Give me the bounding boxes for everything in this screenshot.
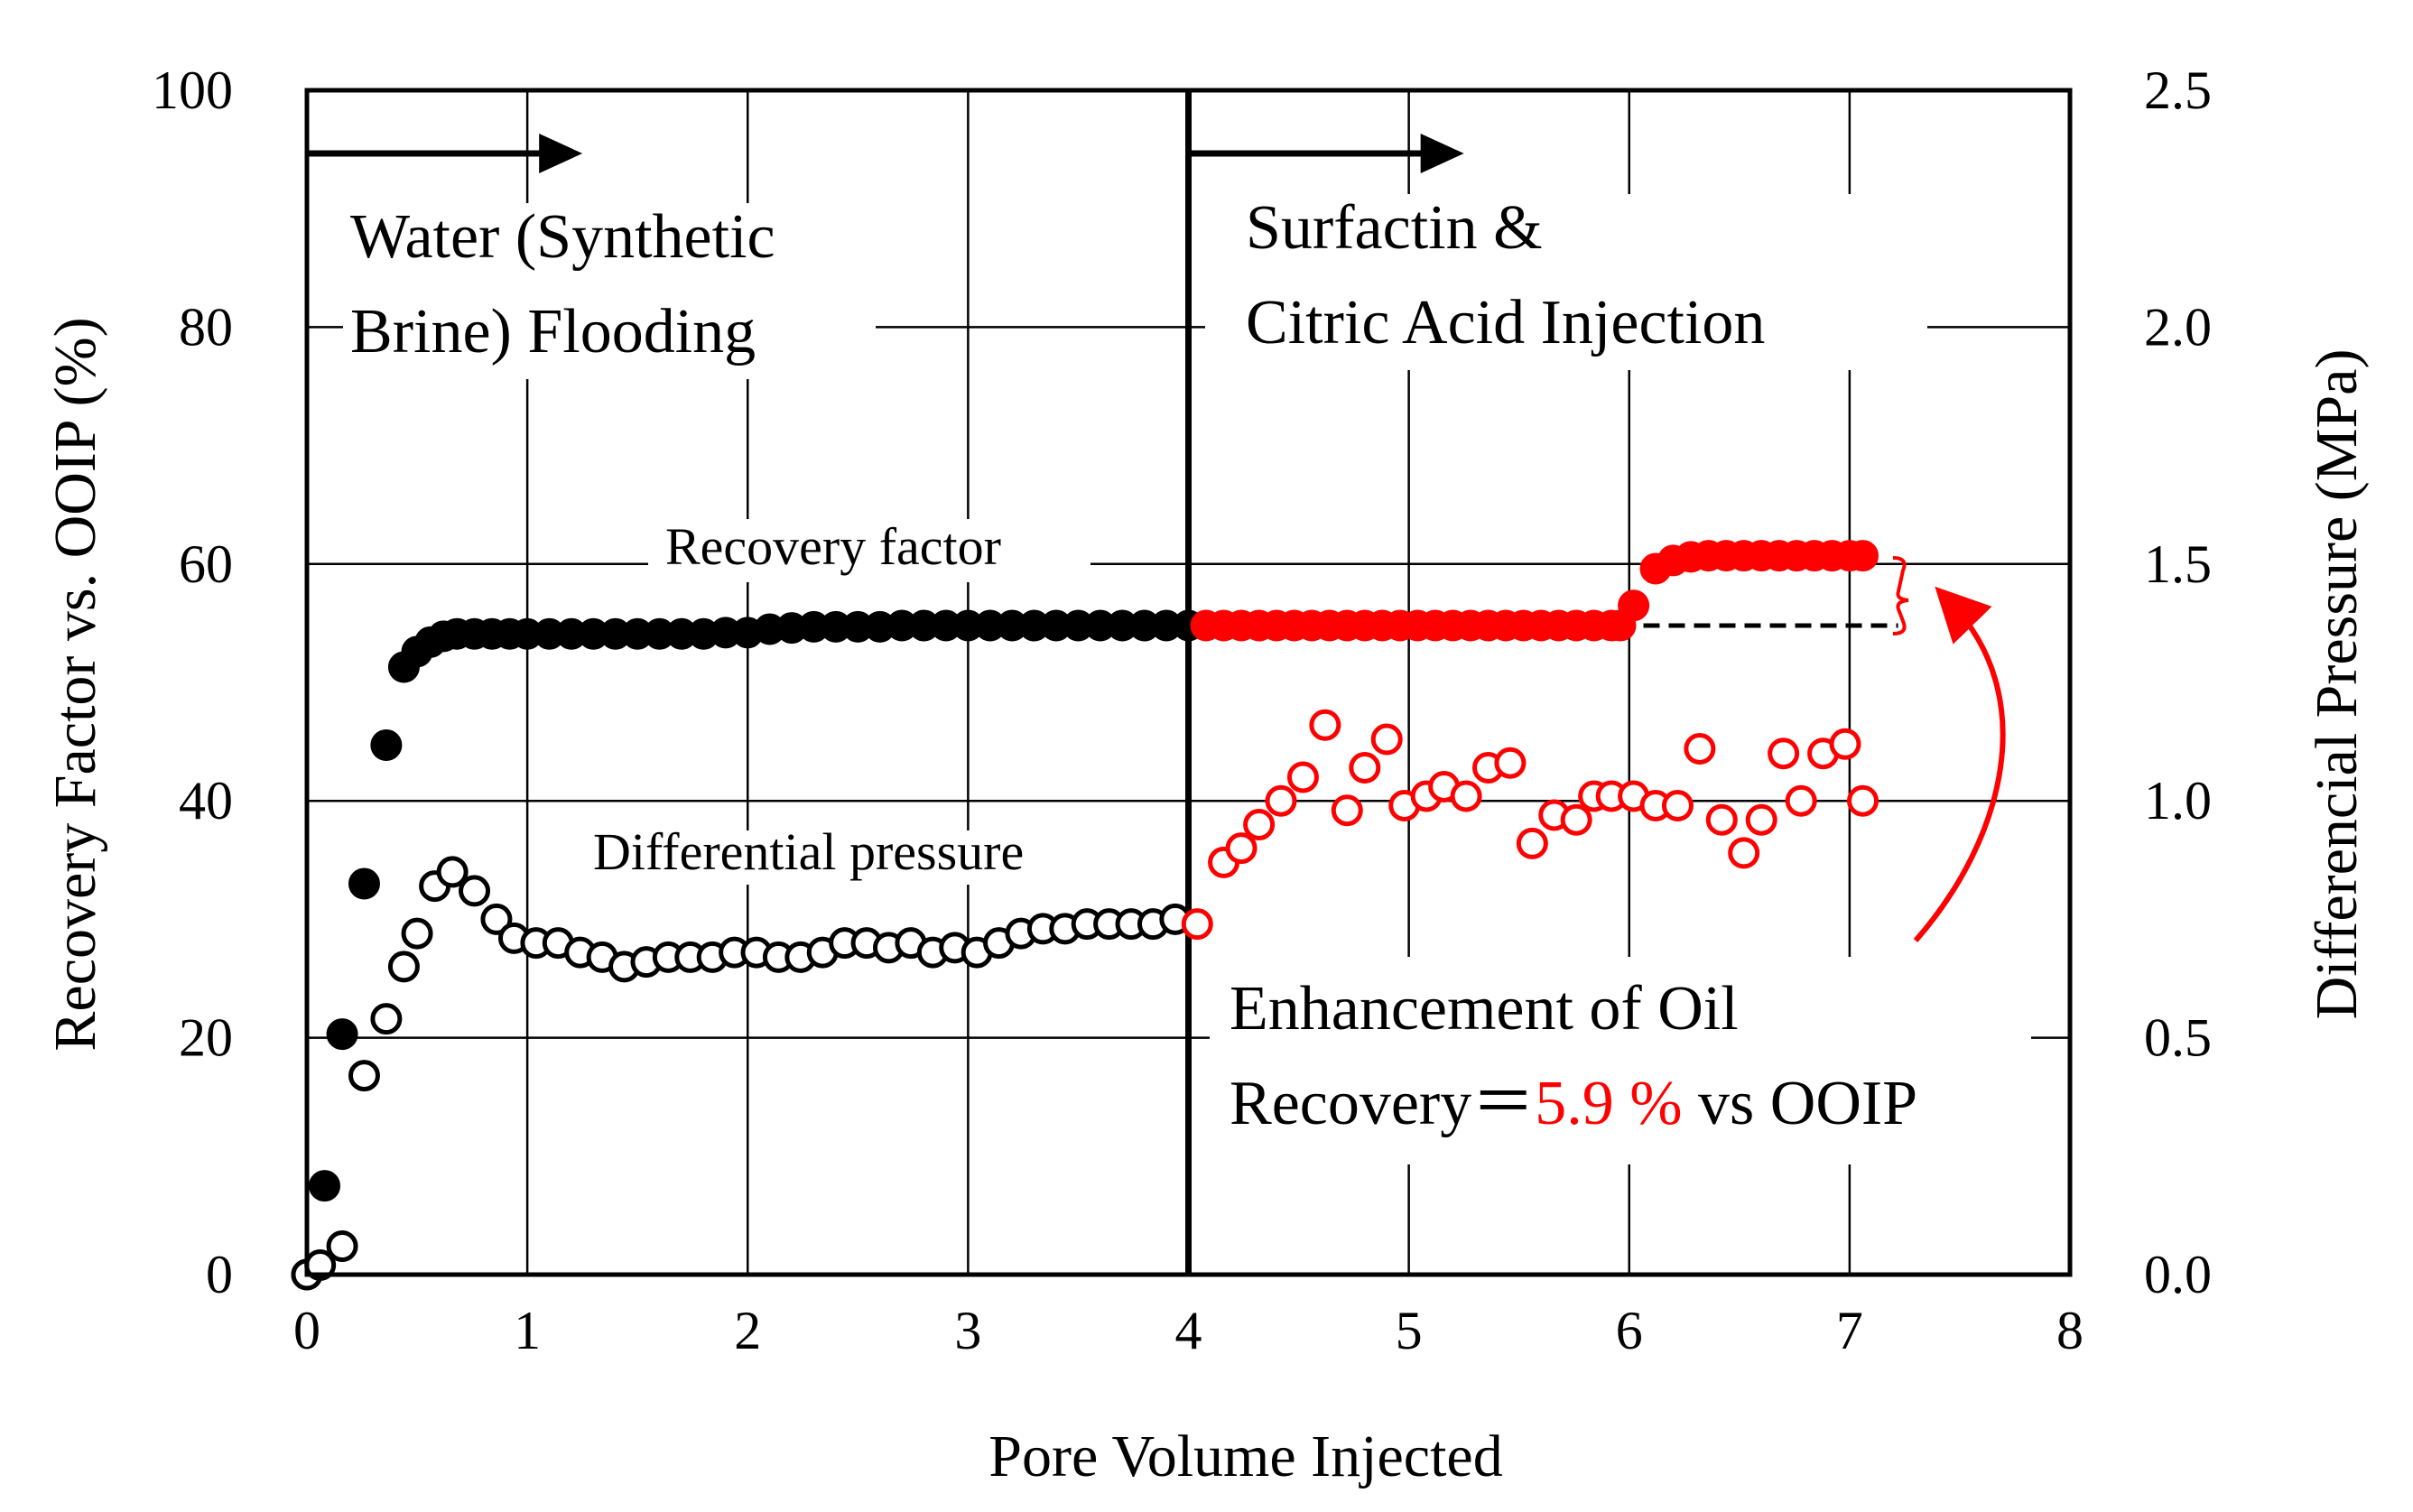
pressure-point — [348, 1060, 380, 1092]
x-tick-label: 8 — [2056, 1301, 2084, 1360]
y-tick-label: 80 — [179, 297, 233, 357]
pressure-point — [1661, 789, 1694, 821]
x-tick-label: 0 — [293, 1301, 320, 1360]
pressure-point — [1785, 784, 1817, 817]
y2-tick-label: 2.0 — [2144, 297, 2212, 357]
x-axis-title: Pore Volume Injected — [988, 1424, 1502, 1489]
pressure-point — [1494, 747, 1527, 779]
y-tick-label: 0 — [206, 1245, 233, 1304]
recovery-point — [348, 867, 380, 900]
pressure-point — [1745, 803, 1777, 836]
pressure-point — [1516, 827, 1548, 859]
pressure-point — [1286, 761, 1319, 793]
phase-arrows — [307, 134, 1464, 173]
pressure-point — [1684, 732, 1716, 765]
pressure-point — [370, 1003, 403, 1035]
pressure-point — [1768, 737, 1800, 770]
surfactin-phase-label-line1: Surfactin & — [1246, 193, 1543, 263]
y-tick-label: 20 — [179, 1008, 233, 1068]
y2-tick-label: 2.5 — [2144, 60, 2212, 120]
pressure-point — [459, 875, 491, 907]
recovery-point — [1847, 540, 1879, 572]
recovery-factor-label: Recovery factor — [665, 517, 1001, 576]
y2-axis-title: Differencial Pressure (MPa) — [2304, 349, 2370, 1020]
pressure-point — [1349, 751, 1381, 784]
enhancement-marks — [1892, 556, 2006, 942]
enhancement-value: 5.9 % — [1535, 1069, 1682, 1138]
y2-tick-label: 0.0 — [2144, 1245, 2212, 1304]
pressure-point — [387, 951, 420, 983]
y-tick-label: 60 — [179, 534, 233, 594]
y2-tick-label: 1.0 — [2144, 771, 2212, 830]
pressure-point — [326, 1230, 358, 1263]
x-tick-label: 6 — [1616, 1301, 1643, 1360]
pressure-point — [1370, 723, 1403, 756]
pressure-point — [1450, 780, 1482, 812]
enhancement-arrow — [1913, 586, 2006, 942]
pressure-point — [1225, 832, 1258, 865]
phase-arrow-head — [1420, 134, 1464, 173]
pressure-point — [480, 903, 513, 935]
y2-tick-label: 1.5 — [2144, 534, 2212, 594]
x-tick-label: 3 — [954, 1301, 981, 1360]
series-differential-pressure — [291, 709, 1879, 1291]
pressure-point — [1309, 709, 1341, 741]
enhancement-bracket — [1892, 556, 1909, 635]
series-recovery-factor — [291, 540, 1879, 1291]
pressure-point — [1829, 728, 1861, 760]
pressure-point — [1728, 837, 1760, 869]
enhancement-label-line2: Recovery＝5.9 % vs OOIP — [1230, 1069, 1917, 1138]
pressure-point — [1560, 803, 1592, 836]
water-phase-label-line1: Water (Synthetic — [350, 202, 775, 272]
y-tick-label: 100 — [152, 60, 233, 120]
pressure-point — [1705, 803, 1738, 836]
recovery-point — [1618, 589, 1650, 622]
y2-tick-labels: 0.0 0.5 1.0 1.5 2.0 2.5 — [2144, 60, 2212, 1304]
annotations: Water (Synthetic Brine) Flooding Surfact… — [343, 193, 2031, 1164]
x-tick-label: 7 — [1836, 1301, 1863, 1360]
x-tick-label: 1 — [514, 1301, 541, 1360]
y-tick-labels: 0 20 40 60 80 100 — [152, 60, 233, 1304]
x-tick-labels: 0 1 2 3 4 5 6 7 8 — [293, 1301, 2084, 1360]
differential-pressure-label: Differential pressure — [593, 822, 1024, 881]
y-tick-label: 40 — [179, 771, 233, 830]
pressure-point — [1331, 794, 1363, 827]
x-tick-label: 5 — [1396, 1301, 1423, 1360]
plot-frame — [304, 88, 2073, 1277]
y2-tick-label: 0.5 — [2144, 1008, 2212, 1068]
x-tick-label: 2 — [734, 1301, 761, 1360]
pressure-point — [436, 856, 469, 888]
recovery-point — [370, 729, 403, 762]
pressure-point — [1847, 784, 1879, 817]
phase-arrow-head — [539, 134, 583, 173]
enhancement-label-line1: Enhancement of Oil — [1230, 974, 1739, 1044]
pressure-point — [401, 917, 433, 950]
x-tick-label: 4 — [1175, 1301, 1202, 1360]
pressure-point — [1265, 784, 1297, 817]
recovery-point — [309, 1170, 341, 1202]
water-phase-label-line2: Brine) Flooding — [350, 297, 756, 366]
pressure-point — [1181, 908, 1213, 941]
surfactin-phase-label-line2: Citric Acid Injection — [1246, 288, 1765, 357]
recovery-point — [326, 1018, 358, 1051]
y-axis-title: Recovery Factor vs. OOIP (%) — [42, 317, 108, 1051]
pressure-point — [1243, 808, 1276, 840]
